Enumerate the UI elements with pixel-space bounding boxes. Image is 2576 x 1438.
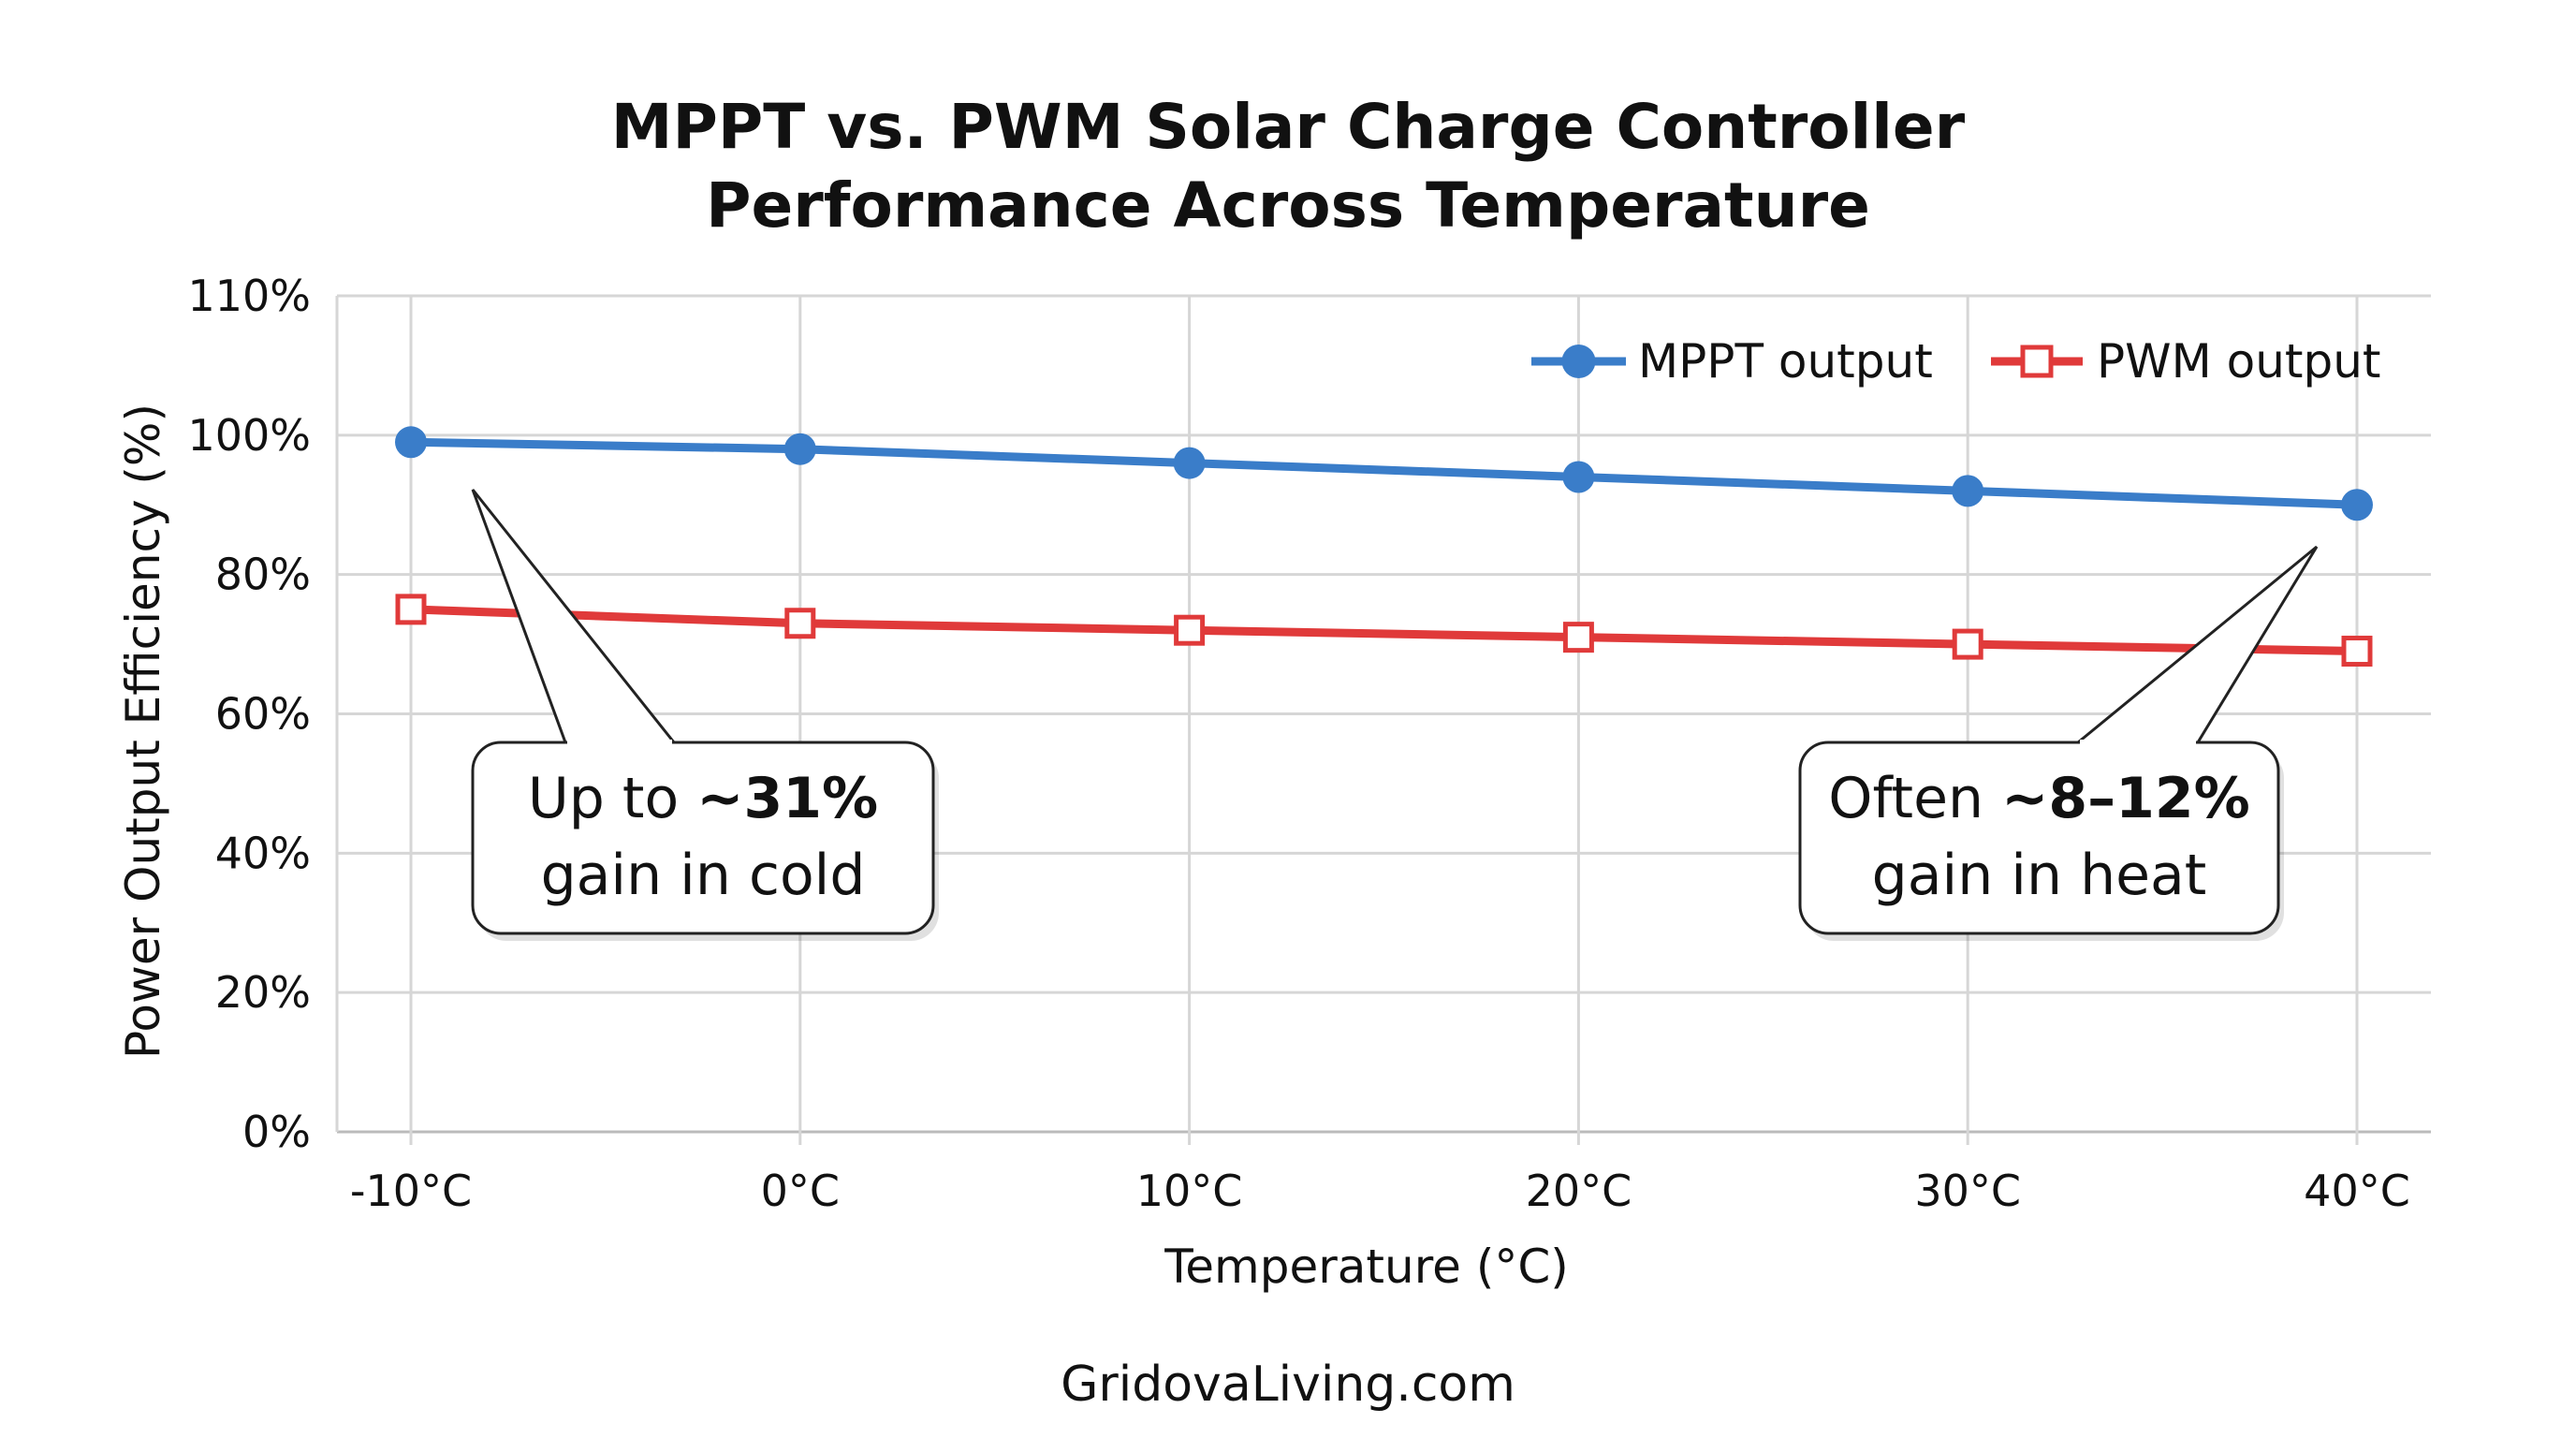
callout-highlight: ~31%	[696, 766, 878, 831]
pwm-data-point	[1174, 614, 1206, 646]
callouts: Up to ~31% gain in cold Often ~8–12% gain i…	[471, 489, 2319, 941]
mppt-data-point	[1952, 475, 1984, 507]
callout-line-2: gain in heat	[1872, 843, 2207, 908]
x-tick-label: 40°C	[2304, 1166, 2410, 1216]
callout-line-1: Often ~8–12%	[1828, 766, 2249, 831]
x-tick-label: 10°C	[1136, 1166, 1243, 1216]
chart-title-line-2: Performance Across Temperature	[706, 169, 1870, 242]
x-tick-label: 20°C	[1526, 1166, 1632, 1216]
callout-text: Often	[1828, 766, 2001, 831]
callout-text: Up to	[528, 766, 696, 831]
legend-label: MPPT output	[1638, 334, 1933, 389]
pwm-data-point	[395, 594, 427, 625]
x-tick-label: -10°C	[350, 1166, 472, 1216]
y-tick-label: 80%	[215, 550, 311, 600]
legend: MPPT output PWM output	[1531, 334, 2381, 389]
series-line-pwm	[410, 605, 2358, 656]
tick-labels: 0% 20% 40% 60% 80% 100% 110% -10°C 0°C 10°C 20°C 30…	[187, 271, 2409, 1216]
y-tick-label: 100%	[187, 410, 311, 461]
footer-watermark: GridovaLiving.com	[1061, 1357, 1515, 1413]
x-axis-label: Temperature (°C)	[1164, 1240, 1569, 1294]
pwm-data-point	[784, 608, 816, 639]
callout-line-2: gain in cold	[541, 843, 866, 908]
series-line-mppt	[410, 437, 2358, 509]
y-tick-label: 0%	[242, 1107, 311, 1157]
mppt-data-point	[2341, 489, 2373, 521]
y-tick-label: 20%	[215, 967, 311, 1018]
x-tick-label: 30°C	[1914, 1166, 2021, 1216]
mppt-data-point	[1173, 447, 1206, 479]
y-tick-label: 110%	[187, 271, 311, 321]
callout-line-1: Up to ~31%	[528, 766, 878, 831]
callout-highlight: ~8–12%	[2001, 766, 2250, 831]
mppt-data-point	[1562, 461, 1595, 493]
callout-box	[1798, 741, 2280, 935]
mppt-data-point	[395, 426, 427, 459]
mppt-data-point	[783, 433, 816, 465]
callout-box	[471, 741, 935, 935]
pwm-data-point	[1562, 622, 1594, 653]
x-tick-label: 0°C	[761, 1166, 840, 1216]
chart-title-line-1: MPPT vs. PWM Solar Charge Controller	[611, 91, 1966, 163]
series-group	[395, 426, 2373, 668]
y-axis-label: Power Output Efficiency (%)	[116, 404, 170, 1059]
legend-marker-square	[2020, 345, 2054, 378]
legend-label: PWM output	[2097, 334, 2381, 389]
y-tick-label: 40%	[215, 828, 311, 878]
pwm-data-point	[1952, 628, 1983, 660]
legend-marker-circle	[1561, 345, 1596, 378]
pwm-data-point	[2341, 636, 2373, 668]
y-tick-label: 60%	[215, 689, 311, 740]
